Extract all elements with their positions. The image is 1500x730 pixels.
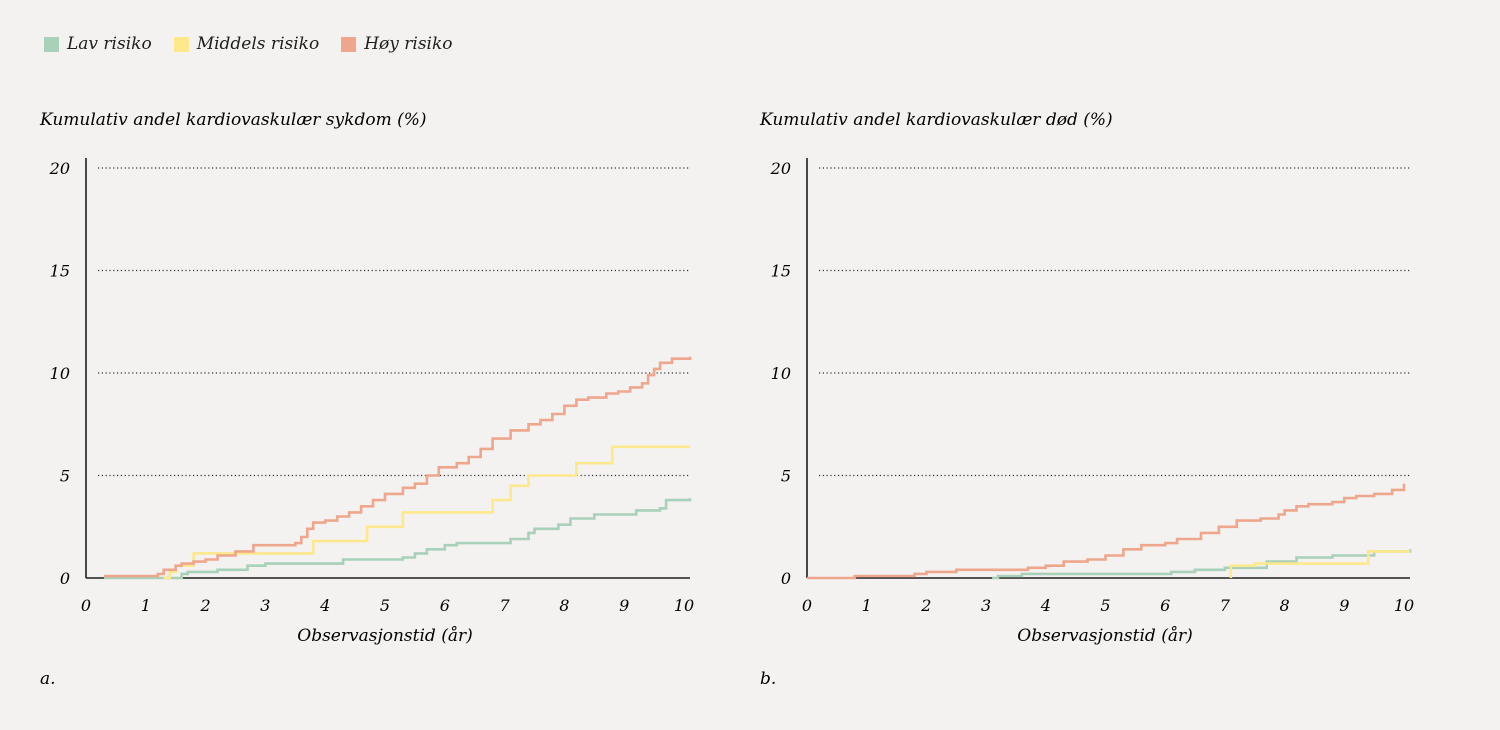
chart-a-panel-label: a. (40, 669, 56, 689)
chart-a-ytick-label: 15 (50, 262, 70, 281)
legend-label-hoy: Høy risiko (364, 34, 453, 54)
chart-a-xtick-label: 3 (260, 596, 270, 615)
chart-b-series-middels-risiko (1229, 550, 1410, 578)
chart-b-xtick-label: 1 (862, 596, 872, 615)
chart-a-xtick-label: 0 (81, 596, 91, 615)
legend-label-middels: Middels risiko (196, 34, 320, 54)
chart-b-ytick-label: 20 (770, 159, 791, 178)
chart-a-ytick-label: 0 (60, 569, 70, 588)
chart-a-xtick-label: 6 (440, 596, 450, 615)
chart-b-xtick-label: 10 (1394, 596, 1414, 615)
chart-a-series-lav-risiko (103, 498, 692, 580)
chart-a-xtick-label: 7 (500, 596, 511, 615)
chart-b-ytick-label: 5 (781, 467, 791, 486)
chart-b-ytick-label: 0 (781, 569, 791, 588)
chart-a-xtick-label: 9 (619, 596, 629, 615)
chart-b-series-hoy-risiko (807, 483, 1406, 580)
chart-b-xlabel: Observasjonstid (år) (1017, 626, 1192, 646)
chart-b-xtick-label: 3 (981, 596, 991, 615)
legend-label-lav: Lav risiko (67, 34, 152, 54)
chart-b-xtick-label: 9 (1339, 596, 1349, 615)
chart-a-ytick-label: 20 (49, 159, 70, 178)
chart-b-xtick-label: 6 (1160, 596, 1170, 615)
chart-a-series-hoy-risiko (103, 356, 692, 578)
chart-a-series-middels-risiko (163, 445, 690, 580)
chart-b-series-lav-risiko (992, 549, 1412, 580)
chart-b-xtick-label: 5 (1100, 596, 1110, 615)
chart-a-xtick-label: 4 (319, 596, 330, 615)
chart-a-xtick-label: 1 (141, 596, 151, 615)
chart-a-xtick-label: 8 (559, 596, 569, 615)
legend-item-middels: Middels risiko (173, 34, 320, 54)
legend-swatch-hoy (341, 36, 357, 52)
chart-a-xtick-label: 5 (380, 596, 390, 615)
chart-b-xtick-label: 7 (1220, 596, 1231, 615)
chart-b-xtick-label: 0 (802, 596, 812, 615)
chart-a-ytick-label: 10 (50, 364, 70, 383)
chart-b-ytick-label: 15 (771, 262, 791, 281)
legend-item-lav: Lav risiko (44, 34, 152, 54)
chart-a-xtick-label: 10 (674, 596, 694, 615)
chart-a-xtick-label: 2 (200, 596, 211, 615)
legend-swatch-middels (173, 36, 189, 52)
chart-b-title: Kumulativ andel kardiovaskulær død (%) (759, 110, 1113, 130)
chart-b-panel-label: b. (760, 669, 776, 689)
legend-swatch-lav (44, 36, 59, 52)
legend: Lav risiko Middels risiko Høy risiko (44, 34, 453, 54)
chart-a-xlabel: Observasjonstid (år) (297, 626, 472, 646)
chart-b-ytick-label: 10 (771, 364, 791, 383)
chart-b-xtick-label: 4 (1040, 596, 1051, 615)
chart-a-ytick-label: 5 (60, 467, 70, 486)
chart-a-title: Kumulativ andel kardiovaskulær sykdom (%… (39, 110, 427, 130)
chart-b-xtick-label: 8 (1280, 596, 1290, 615)
legend-item-hoy: Høy risiko (341, 34, 453, 54)
chart-b-xtick-label: 2 (920, 596, 931, 615)
